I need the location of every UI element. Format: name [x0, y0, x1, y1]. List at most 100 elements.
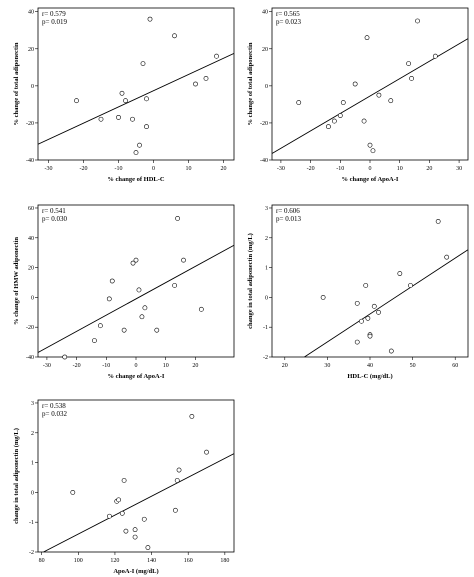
data-point — [132, 534, 138, 540]
data-point — [326, 124, 331, 130]
data-point — [172, 283, 178, 288]
data-point — [354, 339, 360, 345]
data-point — [70, 489, 76, 495]
stat-p-label: p= 0.030 — [42, 215, 67, 223]
data-point — [432, 53, 438, 59]
x-tick-label: 0 — [135, 363, 138, 369]
data-point — [371, 303, 377, 309]
y-tick-label: -40 — [26, 158, 34, 164]
data-point — [147, 16, 153, 22]
data-point — [74, 98, 79, 104]
data-point — [176, 467, 182, 473]
y-tick-label: 0 — [31, 490, 34, 496]
data-point — [174, 478, 180, 483]
data-point — [364, 35, 370, 41]
y-tick-label: -1 — [29, 520, 34, 526]
plot-frame — [37, 399, 235, 553]
data-point — [123, 528, 129, 534]
data-point — [376, 92, 382, 98]
data-point — [415, 18, 420, 24]
y-tick-label: 20 — [262, 47, 268, 53]
x-axis-title: % change of ApoA-I — [342, 176, 399, 183]
data-point — [367, 333, 373, 339]
data-point — [119, 90, 125, 96]
y-tick-label: 1 — [31, 461, 34, 467]
x-tick-label: 10 — [397, 166, 403, 172]
x-tick-label: 100 — [74, 558, 83, 564]
data-point — [133, 150, 139, 155]
y-axis-title: % change of HMW adiponectin — [13, 237, 20, 325]
y-tick-label: 2 — [31, 431, 34, 437]
data-point — [367, 142, 373, 148]
y-axis-title: change in total adiponectin (mg/L) — [247, 233, 254, 329]
y-tick-label: -20 — [26, 325, 34, 331]
stat-p-label: p= 0.019 — [42, 18, 67, 26]
data-point — [175, 216, 180, 221]
y-tick-label: 40 — [262, 10, 268, 16]
data-point — [139, 314, 145, 320]
x-axis-title: % change of ApoA-I — [108, 373, 165, 380]
data-point — [397, 271, 403, 276]
data-point — [130, 116, 135, 122]
data-point — [97, 323, 103, 329]
data-point — [181, 257, 186, 263]
y-tick-label: -2 — [29, 550, 34, 556]
x-tick-label: 60 — [452, 363, 458, 369]
data-point — [132, 527, 138, 533]
data-point — [116, 497, 121, 503]
stat-p-label: p= 0.023 — [276, 18, 301, 26]
x-tick-label: 20 — [221, 166, 227, 172]
x-axis-title: ApoA-I (mg/dL) — [113, 568, 158, 575]
regression-line — [272, 38, 468, 154]
y-axis-title: change in total adiponectin (mg/L) — [13, 428, 20, 524]
data-point — [119, 510, 125, 516]
data-point — [142, 305, 148, 311]
y-tick-label: -20 — [260, 121, 268, 127]
regression-line — [38, 53, 234, 145]
data-point — [136, 287, 142, 293]
data-point — [116, 114, 121, 120]
data-point — [365, 315, 371, 321]
x-tick-label: -30 — [43, 363, 51, 369]
x-tick-label: -10 — [115, 166, 123, 172]
stat-r-label: r= 0.606 — [276, 207, 300, 215]
data-point — [340, 100, 346, 105]
data-point — [204, 449, 209, 455]
x-axis-title: HDL-C (mg/dL) — [347, 373, 392, 380]
data-point — [352, 81, 358, 87]
y-tick-label: 40 — [28, 236, 34, 242]
data-point — [133, 257, 139, 263]
regression-line — [43, 453, 234, 552]
data-point — [130, 260, 136, 266]
data-point — [214, 53, 219, 59]
y-tick-label: 0 — [31, 295, 34, 301]
x-tick-label: 10 — [186, 166, 192, 172]
stat-r-label: r= 0.541 — [42, 207, 66, 215]
data-point — [388, 348, 394, 354]
data-point — [337, 113, 343, 118]
data-point — [106, 296, 112, 302]
x-tick-label: -20 — [307, 166, 315, 172]
data-point — [296, 100, 302, 105]
x-tick-label: 180 — [220, 558, 229, 564]
stat-r-label: r= 0.565 — [276, 10, 300, 18]
data-point — [370, 148, 376, 154]
x-tick-label: -20 — [80, 166, 88, 172]
stat-r-label: r= 0.538 — [42, 402, 66, 410]
y-tick-label: 0 — [265, 84, 268, 90]
data-point — [408, 283, 413, 288]
y-axis-title: % change of total adiponectin — [13, 42, 20, 125]
x-tick-label: 50 — [410, 363, 416, 369]
data-point — [409, 76, 414, 81]
plot-frame — [271, 7, 469, 161]
y-tick-label: 60 — [28, 206, 34, 212]
data-point — [137, 142, 142, 148]
data-point — [363, 283, 369, 288]
stat-p-label: p= 0.032 — [42, 410, 67, 418]
regression-line — [38, 244, 234, 353]
